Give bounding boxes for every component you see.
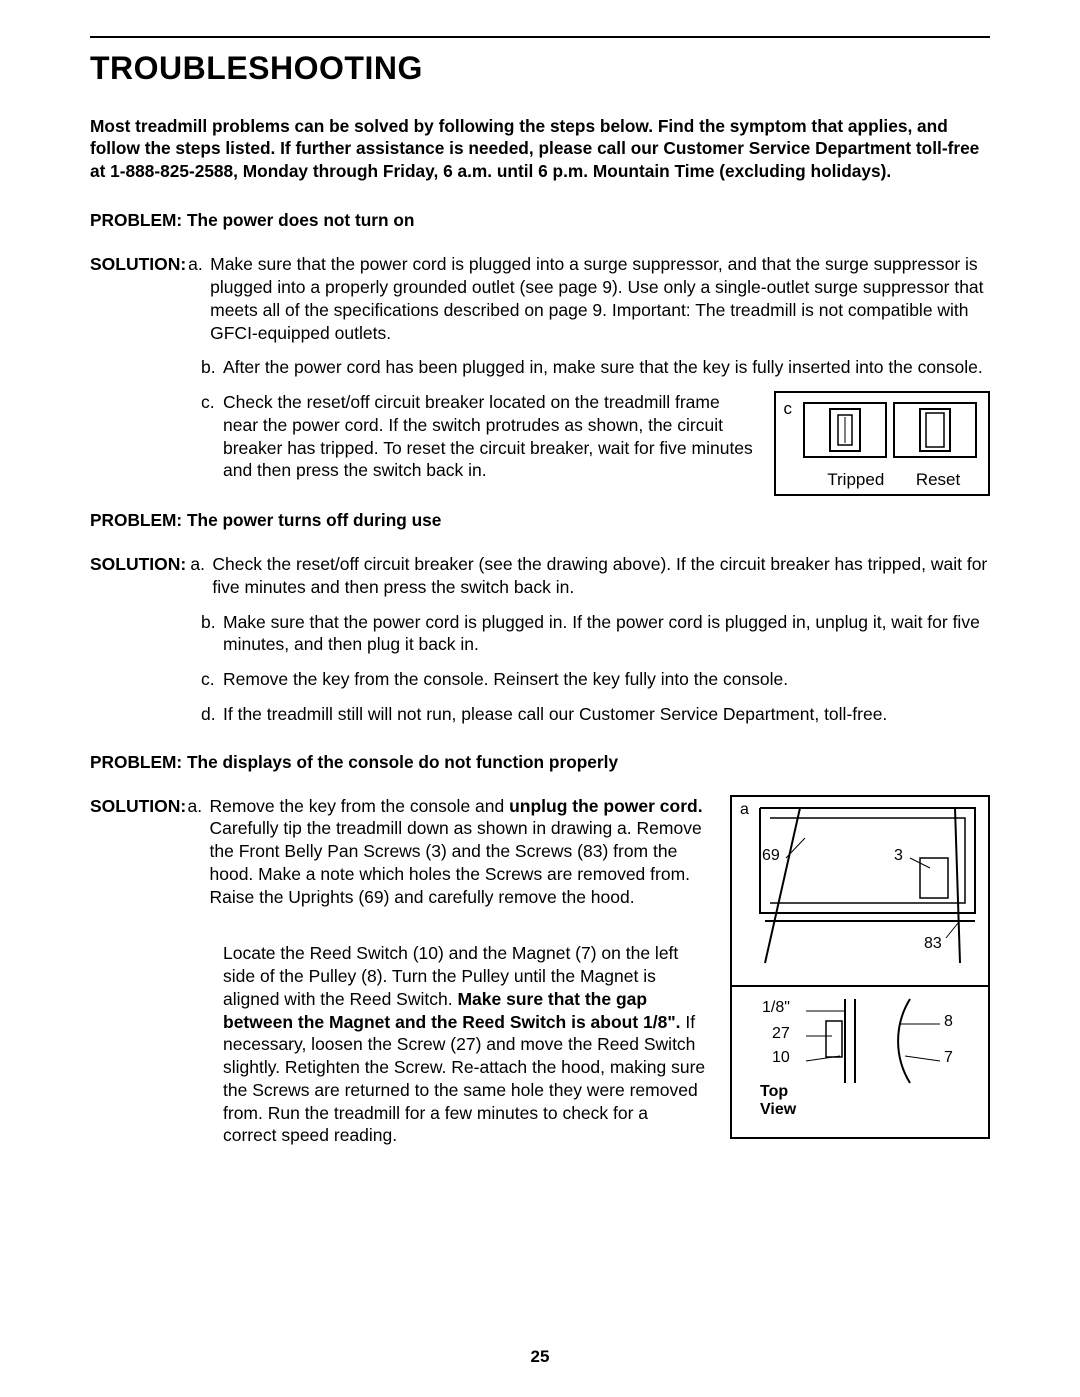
item-letter-a: a. (188, 253, 210, 344)
callout-8: 8 (944, 1013, 953, 1031)
problem-2-label: PROBLEM: The power turns off during use (90, 510, 990, 531)
text-bold: unplug the power cord. (509, 796, 702, 816)
callout-69: 69 (762, 847, 780, 865)
figure-c-marker: c (784, 399, 793, 419)
problem-3-label: PROBLEM: The displays of the console do … (90, 752, 990, 773)
item-letter-b: b. (201, 356, 223, 379)
figure-circuit-breaker: c Tripped Reset (774, 391, 991, 496)
item-text: If the treadmill still will not run, ple… (223, 703, 990, 726)
text-seg: Remove the key from the console and (210, 796, 510, 816)
callout-3: 3 (894, 847, 903, 865)
solution-label: SOLUTION: (90, 253, 186, 344)
intro-paragraph: Most treadmill problems can be solved by… (90, 115, 990, 182)
problem-1-solution-c: c. Check the reset/off circuit breaker l… (201, 391, 756, 482)
text-seg: Carefully tip the treadmill down as show… (210, 818, 702, 906)
solution-label: SOLUTION: (90, 795, 186, 909)
solution-label: SOLUTION: (90, 553, 186, 599)
callout-10: 10 (772, 1049, 790, 1067)
label-tripped: Tripped (827, 470, 884, 490)
page-title: TROUBLESHOOTING (90, 50, 990, 87)
item-letter-d: d. (201, 703, 223, 726)
callout-1-8: 1/8" (762, 999, 790, 1017)
item-text: Check the reset/off circuit breaker (see… (212, 553, 990, 599)
item-text: Remove the key from the console and unpl… (210, 795, 707, 909)
title-rule (90, 36, 990, 38)
problem-1-solution-b: b. After the power cord has been plugged… (201, 356, 990, 379)
item-letter-a: a. (190, 553, 212, 599)
page-number: 25 (0, 1347, 1080, 1367)
figure-treadmill-diagram: a 69 3 83 (730, 795, 990, 1139)
item-text: Locate the Reed Switch (10) and the Magn… (223, 942, 706, 1147)
item-text: Make sure that the power cord is plugged… (210, 253, 990, 344)
callout-27: 27 (772, 1025, 790, 1043)
item-letter-a: a. (188, 795, 210, 909)
problem-3-solution-a: SOLUTION: a. Remove the key from the con… (90, 795, 706, 909)
problem-2-solution-c: c. Remove the key from the console. Rein… (201, 668, 990, 691)
switch-reset-icon (890, 399, 980, 461)
label-top-view: Top View (760, 1083, 796, 1120)
item-letter-c: c. (201, 391, 223, 482)
problem-2-solution-d: d. If the treadmill still will not run, … (201, 703, 990, 726)
switch-tripped-icon (800, 399, 890, 461)
item-text: After the power cord has been plugged in… (223, 356, 990, 379)
problem-3-solution-a-cont: Locate the Reed Switch (10) and the Magn… (223, 942, 706, 1147)
figure-panel-a: a 69 3 83 (732, 797, 988, 987)
item-letter-c: c. (201, 668, 223, 691)
callout-83: 83 (924, 935, 942, 953)
item-letter-b: b. (201, 611, 223, 657)
problem-2-solution-a: SOLUTION: a. Check the reset/off circuit… (90, 553, 990, 599)
item-text: Make sure that the power cord is plugged… (223, 611, 990, 657)
problem-1-solution-a: SOLUTION: a. Make sure that the power co… (90, 253, 990, 344)
treadmill-frame-icon (740, 803, 980, 978)
callout-7: 7 (944, 1049, 953, 1067)
item-text: Remove the key from the console. Reinser… (223, 668, 990, 691)
document-page: TROUBLESHOOTING Most treadmill problems … (0, 0, 1080, 1397)
problem-2-solution-b: b. Make sure that the power cord is plug… (201, 611, 990, 657)
item-text: Check the reset/off circuit breaker loca… (223, 391, 756, 482)
figure-panel-b: 1/8" 27 10 8 7 Top View (732, 987, 988, 1137)
label-reset: Reset (916, 470, 960, 490)
problem-1-label: PROBLEM: The power does not turn on (90, 210, 990, 231)
